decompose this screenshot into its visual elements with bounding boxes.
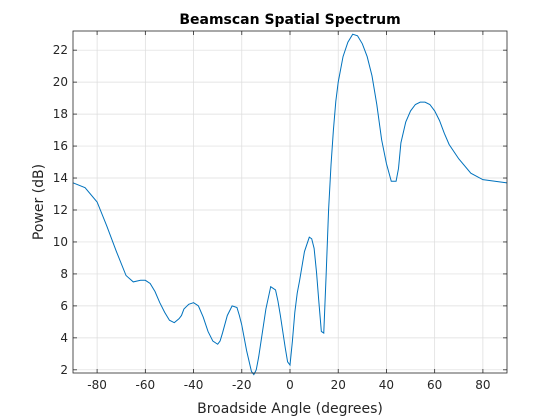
y-tick-label: 10 xyxy=(53,235,68,249)
axis-ticks xyxy=(73,31,507,373)
y-tick-label: 6 xyxy=(60,299,68,313)
x-tick-label: 20 xyxy=(331,378,346,392)
x-tick-label: -20 xyxy=(232,378,252,392)
x-axis-label: Broadside Angle (degrees) xyxy=(197,401,383,417)
chart-title: Beamscan Spatial Spectrum xyxy=(179,12,400,28)
tick-labels: -80 -60 -40 -20 0 20 40 60 80 2 4 6 8 10 12 14 16 18 20 22 xyxy=(53,43,491,392)
y-tick-label: 22 xyxy=(53,43,68,57)
y-tick-label: 4 xyxy=(60,331,68,345)
y-tick-label: 2 xyxy=(60,363,68,377)
x-tick-label: -60 xyxy=(136,378,156,392)
x-tick-label: -80 xyxy=(87,378,107,392)
y-axis-label: Power (dB) xyxy=(31,164,47,240)
x-tick-label: 60 xyxy=(427,378,442,392)
x-tick-label: 80 xyxy=(475,378,490,392)
y-tick-label: 16 xyxy=(53,139,68,153)
spectrum-line xyxy=(72,33,508,376)
y-tick-label: 18 xyxy=(53,107,68,121)
x-tick-label: 40 xyxy=(379,378,394,392)
x-tick-label: 0 xyxy=(286,378,294,392)
x-tick-label: -40 xyxy=(184,378,204,392)
y-tick-label: 12 xyxy=(53,203,68,217)
y-tick-label: 14 xyxy=(53,171,68,185)
y-tick-label: 20 xyxy=(53,75,68,89)
y-tick-label: 8 xyxy=(60,267,68,281)
